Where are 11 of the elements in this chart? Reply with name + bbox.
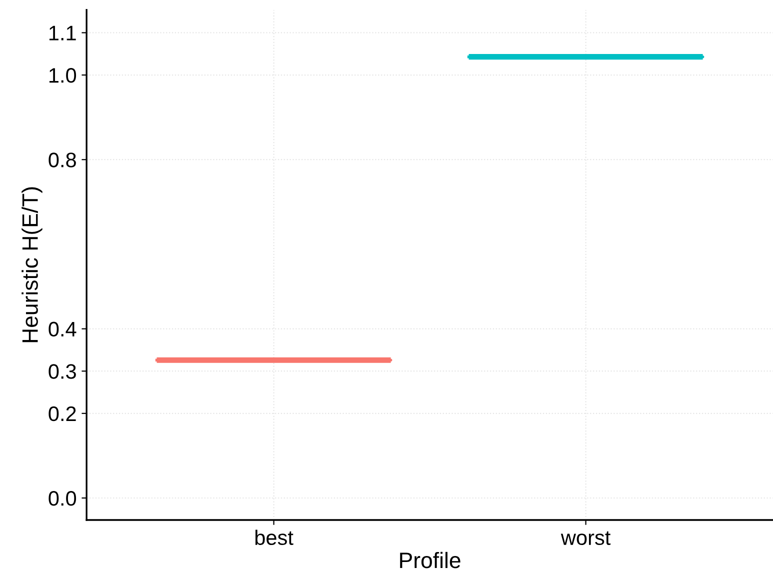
y-tick-label: 0.3 xyxy=(48,364,76,379)
x-tick-label: worst xyxy=(560,531,611,546)
x-tick-label: best xyxy=(255,530,294,546)
y-tick-label: 0.8 xyxy=(48,152,76,168)
y-tick-label: 0.2 xyxy=(48,406,76,422)
y-axis-title: Heuristic H(E/T) xyxy=(22,187,42,342)
y-tick-label: 1.1 xyxy=(49,26,76,40)
y-tick-label: 1.0 xyxy=(49,68,76,83)
x-axis-title: Profile xyxy=(400,552,460,568)
y-tick-label: 0.4 xyxy=(48,322,76,337)
y-tick-label: 0.0 xyxy=(48,491,76,506)
